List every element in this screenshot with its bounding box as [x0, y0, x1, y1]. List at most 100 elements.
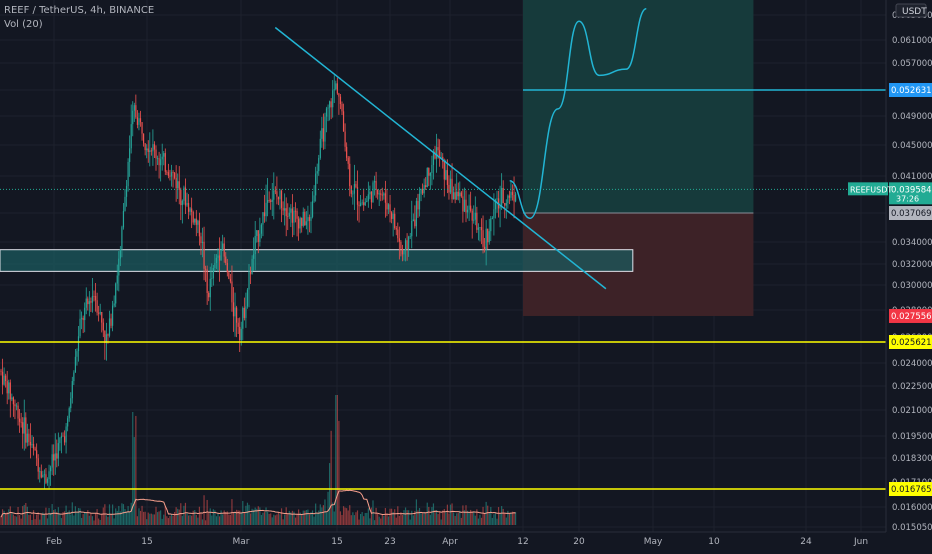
candle-body [380, 193, 382, 195]
candle-body [279, 190, 281, 200]
volume-bar [5, 513, 7, 525]
candle-body [477, 227, 479, 230]
candle-body [156, 158, 159, 160]
candle-body [335, 83, 337, 90]
candle-body [417, 200, 419, 210]
candle-body [429, 172, 431, 176]
volume-bar [101, 513, 103, 525]
volume-bar [251, 508, 253, 525]
volume-bar [310, 512, 312, 525]
profit-zone [523, 0, 754, 213]
volume-bar [256, 508, 258, 525]
candle-body [81, 317, 83, 319]
volume-bar [93, 520, 95, 525]
candle-body [195, 218, 197, 225]
candle-body [71, 381, 73, 399]
time-tick-label: 15 [141, 537, 152, 547]
volume-bar [6, 512, 8, 525]
candle-body [378, 193, 380, 195]
volume-bar [65, 505, 67, 525]
candle-body [119, 249, 121, 259]
candle-body [377, 189, 379, 195]
candle-body [347, 157, 349, 164]
volume-bar [81, 517, 83, 525]
volume-bar [67, 512, 69, 525]
price-axis [886, 0, 932, 550]
volume-bar [451, 503, 453, 525]
volume-bar [384, 508, 386, 525]
candle-body [1, 371, 4, 385]
volume-bar [84, 512, 86, 525]
volume-bar [511, 511, 514, 525]
candle-body [98, 312, 100, 314]
target-price-badge [889, 83, 932, 97]
volume-bar [0, 516, 2, 525]
candle-body [318, 157, 320, 172]
volume-bar [375, 507, 377, 525]
volume-bar [336, 395, 338, 525]
candle-body [308, 217, 311, 221]
volume-bar [1, 509, 4, 525]
candle-body [79, 318, 81, 337]
symbol-legend[interactable]: REEF / TetherUS, 4h, BINANCE [4, 5, 155, 16]
volume-bar [497, 507, 500, 525]
candle-body [46, 479, 49, 483]
candle-body [507, 195, 509, 204]
volume-bar [63, 511, 66, 525]
candle-body [150, 150, 152, 152]
volume-bar [113, 518, 115, 525]
candle-body [381, 194, 383, 196]
support-zone-box [0, 249, 634, 272]
price-tick-label: 0.024000 [892, 359, 932, 369]
candle-body [220, 249, 222, 261]
candle-body [480, 227, 483, 231]
time-tick-label: 20 [573, 537, 585, 547]
volume-bar [91, 516, 94, 525]
candle-body [470, 205, 472, 211]
candle-body [356, 187, 359, 205]
volume-bar [425, 512, 427, 525]
candle-body [158, 158, 160, 166]
candle-body [394, 213, 396, 229]
volume-bar [319, 504, 321, 525]
candle-body [316, 171, 318, 174]
volume-bar [17, 507, 19, 525]
volume-bar [482, 506, 484, 525]
volume-bar [42, 512, 44, 525]
volume-bar [181, 515, 183, 525]
candle-body [192, 211, 194, 223]
volume-bar [462, 505, 464, 525]
candle-body [39, 471, 41, 473]
volume-ma-line [0, 489, 516, 518]
volume-bar [267, 511, 269, 525]
volume-bar [363, 516, 365, 525]
volume-bar [428, 506, 430, 525]
candle-body [513, 194, 515, 202]
volume-bar [51, 504, 53, 525]
candle-body [209, 278, 211, 298]
volume-bar [293, 511, 295, 525]
candle-body [163, 153, 165, 157]
candle-body [246, 289, 249, 307]
candle-body [435, 147, 438, 159]
candle-body [346, 146, 348, 158]
volume-bar [37, 512, 39, 525]
volume-bar [439, 511, 441, 525]
candle-body [262, 212, 264, 225]
volume-bar [409, 519, 411, 525]
candle-body [200, 236, 202, 243]
time-tick-label: Jun [853, 537, 868, 547]
volume-bar [273, 514, 275, 525]
volume-bar [395, 517, 397, 525]
volume-bar [108, 504, 111, 525]
volume-bar [76, 512, 78, 525]
candle-body [471, 210, 473, 221]
candle-body [31, 444, 33, 446]
volume-bar [237, 510, 239, 525]
candle-body [225, 256, 227, 264]
volume-legend[interactable]: Vol (20) [4, 19, 43, 30]
volume-bar [139, 510, 142, 525]
candle-body [105, 334, 107, 343]
